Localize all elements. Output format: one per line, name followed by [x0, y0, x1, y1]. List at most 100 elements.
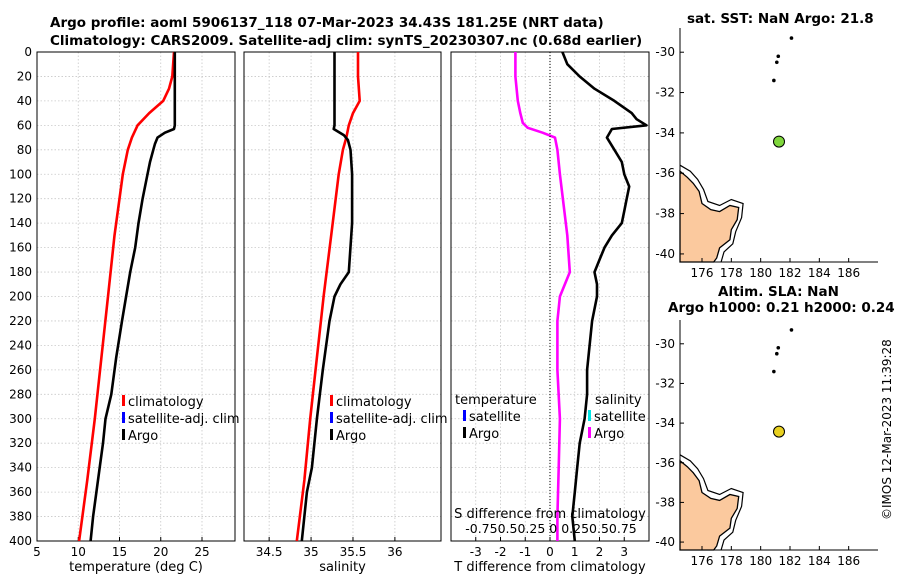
map2-x-tick-label: 182: [779, 554, 802, 568]
legend-swatch: [330, 395, 333, 406]
x-axis-label: salinity: [319, 560, 366, 575]
map2-profile-marker: [773, 425, 785, 438]
y-tick-label: 380: [9, 510, 32, 524]
y-tick-label: 180: [9, 265, 32, 279]
x-tick-label: -2: [495, 545, 507, 559]
y-tick-label: 240: [9, 338, 32, 352]
legend-label: Argo: [469, 427, 499, 442]
map2-y-tick-label: -36: [655, 456, 675, 470]
x-tick-label: 1: [571, 545, 579, 559]
map1-land: [679, 169, 740, 263]
legend-label: satellite-adj. clim: [336, 412, 448, 427]
map2-island-dot: [776, 345, 781, 350]
map1-x-tick-label: 182: [779, 266, 802, 280]
map1-island-dot: [775, 60, 779, 65]
legend-swatch: [122, 412, 125, 423]
map1-isobath: [679, 164, 744, 263]
map2-y-tick-label: -32: [655, 376, 675, 390]
map2-y-tick-label: -40: [655, 535, 675, 549]
map2-isobath: [679, 454, 744, 551]
map1-y-tick-label: -30: [655, 45, 675, 59]
legend-label: satellite: [469, 410, 521, 425]
map1-y-tick-label: -36: [655, 166, 675, 180]
x-tick-label: 25: [194, 545, 209, 559]
map1-x-tick-label: 186: [837, 266, 860, 280]
y-tick-label: 80: [17, 143, 32, 157]
legend-label: Argo: [594, 427, 624, 442]
map1-x-tick-label: 176: [691, 266, 714, 280]
map2-y-tick-label: -38: [655, 495, 675, 509]
legend-swatch: [122, 429, 125, 440]
y-tick-label: 320: [9, 436, 32, 450]
x-tick-label: 35: [303, 545, 318, 559]
series-line-climatology: [295, 52, 362, 542]
y-tick-label: 220: [9, 314, 32, 328]
x-tick-label: 0: [546, 545, 554, 559]
map1-y-tick-label: -32: [655, 86, 675, 100]
x-tick-label: 20: [153, 545, 168, 559]
x-tick-label: 2: [596, 545, 604, 559]
map2-y-tick-label: -30: [655, 337, 675, 351]
map1-profile-marker: [773, 135, 785, 148]
map2-x-tick-label: 178: [720, 554, 743, 568]
legend-swatch: [588, 427, 591, 438]
x-tick-label: 3: [620, 545, 628, 559]
legend-label: Argo: [128, 429, 158, 444]
x-tick-label: 10: [71, 545, 86, 559]
x-tick-label: 15: [112, 545, 127, 559]
legend-swatch: [463, 427, 466, 438]
figure-title-line2: Climatology: CARS2009. Satellite-adj cli…: [50, 33, 643, 49]
x-axis-label: T difference from climatology: [453, 560, 646, 575]
y-tick-label: 340: [9, 461, 32, 475]
legend-title-temperature: temperature: [455, 393, 537, 408]
axes-frame: [243, 51, 442, 542]
legend-title-salinity: salinity: [595, 393, 642, 408]
map1-y-tick-label: -34: [655, 126, 675, 140]
legend-swatch: [588, 410, 591, 421]
legend-label: climatology: [336, 395, 412, 410]
x-tick-label: 34.5: [256, 545, 283, 559]
axes-frame: [36, 51, 236, 542]
map1-island-dot: [776, 54, 781, 59]
y-tick-label: 60: [17, 118, 32, 132]
legend-swatch: [122, 395, 125, 406]
map1-y-tick-label: -40: [655, 247, 675, 261]
map1-y-tick-label: -38: [655, 207, 675, 221]
x-tick-label: 35.5: [340, 545, 367, 559]
map2-island-dot: [775, 351, 779, 356]
s-axis-ticks: -0.750.50.25 0 0.250.50.75: [465, 521, 637, 536]
y-tick-label: 100: [9, 167, 32, 181]
map2-island-dot: [789, 328, 794, 332]
series-line-t: [561, 51, 648, 542]
y-tick-label: 400: [9, 534, 32, 548]
legend-label: climatology: [128, 395, 204, 410]
y-tick-label: 120: [9, 192, 32, 206]
map2-x-tick-label: 180: [749, 554, 772, 568]
map1-island-dot: [789, 36, 794, 40]
x-tick-label: 36: [387, 545, 402, 559]
x-tick-label: -3: [470, 545, 482, 559]
map1-title: sat. SST: NaN Argo: 21.8: [687, 11, 874, 27]
map1-x-tick-label: 184: [808, 266, 831, 280]
series-line-climatology: [77, 51, 176, 542]
legend-swatch: [330, 429, 333, 440]
map2-x-tick-label: 184: [808, 554, 831, 568]
legend-swatch: [463, 410, 466, 421]
y-tick-label: 40: [17, 94, 32, 108]
legend-label: satellite-adj. clim: [128, 412, 240, 427]
y-tick-label: 280: [9, 387, 32, 401]
legend-label: Argo: [336, 429, 366, 444]
series-line-s: [514, 52, 572, 541]
s-axis-label: S difference from climatology: [454, 507, 646, 522]
x-axis-label: temperature (deg C): [69, 560, 203, 575]
map2-land: [679, 459, 740, 551]
map1-island-dot: [772, 78, 776, 83]
map1-x-tick-label: 178: [720, 266, 743, 280]
y-tick-label: 20: [17, 69, 32, 83]
map2-title-line1: Altim. SLA: NaN: [718, 284, 839, 300]
y-tick-label: 300: [9, 412, 32, 426]
map1-x-tick-label: 180: [749, 266, 772, 280]
y-tick-label: 200: [9, 290, 32, 304]
map2-y-tick-label: -34: [655, 416, 675, 430]
